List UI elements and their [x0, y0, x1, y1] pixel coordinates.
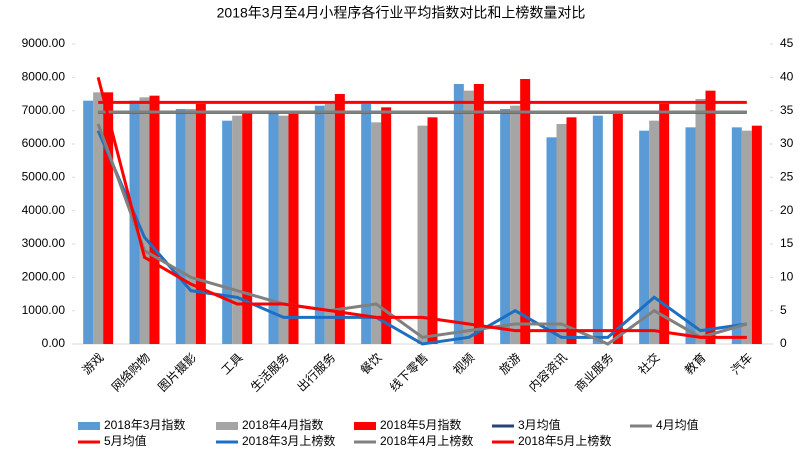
y2-tick-label: 45 [780, 36, 794, 50]
bar [371, 122, 382, 344]
y-tick-label: 3000.00 [22, 236, 66, 250]
bar [473, 84, 484, 344]
line [96, 76, 747, 339]
bar [278, 115, 289, 345]
bar [751, 125, 762, 345]
y2-tick-label: 20 [780, 203, 794, 217]
bar [175, 109, 186, 344]
bar [659, 104, 670, 344]
legend-label: 2018年3月上榜数 [242, 433, 335, 448]
bar [381, 107, 392, 344]
legend-swatch [354, 422, 376, 430]
legend-swatch [216, 422, 238, 430]
y-tick-label: 2000.00 [22, 270, 66, 284]
bar [268, 112, 279, 344]
legend-label: 2018年5月上榜数 [518, 433, 611, 448]
bar [741, 130, 752, 344]
y-tick-label: 4000.00 [22, 203, 66, 217]
bar [731, 127, 742, 344]
bar [592, 115, 603, 345]
y2-tick-label: 0 [780, 336, 787, 350]
bar [463, 90, 474, 345]
bar [361, 104, 372, 344]
bar [242, 110, 253, 345]
bar [83, 100, 94, 345]
bar [510, 105, 521, 345]
y2-tick-label: 40 [780, 70, 794, 84]
y2-tick-label: 30 [780, 136, 794, 150]
y-tick-label: 0.00 [42, 336, 66, 350]
legend-label: 2018年4月上榜数 [380, 433, 473, 448]
bar [93, 92, 104, 344]
line [96, 123, 748, 346]
y-tick-label: 6000.00 [22, 136, 66, 150]
y-tick-label: 8000.00 [22, 70, 66, 84]
bar [500, 109, 511, 344]
legend-label: 2018年4月指数 [242, 417, 323, 432]
legend-label: 5月均值 [104, 433, 147, 448]
bar [705, 90, 716, 345]
bar [427, 117, 438, 344]
y-tick-label: 7000.00 [22, 103, 66, 117]
y-tick-label: 9000.00 [22, 36, 66, 50]
bar [639, 130, 650, 344]
y-tick-label: 5000.00 [22, 170, 66, 184]
bar [520, 79, 531, 344]
bar [222, 120, 233, 345]
bar [103, 92, 114, 344]
y2-tick-label: 15 [780, 236, 794, 250]
y-tick-label: 1000.00 [22, 303, 66, 317]
legend-label: 2018年5月指数 [380, 417, 461, 432]
bar [417, 125, 428, 345]
line [96, 130, 748, 346]
bar [314, 105, 325, 345]
bar [685, 127, 696, 344]
bar [546, 137, 557, 344]
y2-tick-label: 5 [780, 303, 787, 317]
chart-title: 2018年3月至4月小程序各行业平均指数对比和上榜数量对比 [217, 5, 586, 21]
bar [232, 115, 243, 345]
y2-tick-label: 25 [780, 170, 794, 184]
bar [649, 120, 660, 345]
bar [556, 124, 567, 344]
bar [149, 95, 160, 345]
bar [324, 104, 335, 344]
bar [185, 109, 196, 344]
y2-tick-label: 35 [780, 103, 794, 117]
bar [139, 97, 150, 344]
bar [195, 104, 206, 344]
bar [453, 84, 464, 344]
legend-label: 2018年3月指数 [104, 417, 185, 432]
y2-tick-label: 10 [780, 270, 794, 284]
bar [334, 94, 345, 344]
legend-label: 4月均值 [656, 417, 699, 432]
bar [288, 114, 299, 344]
legend-swatch [78, 422, 100, 430]
bar [566, 117, 577, 344]
bar [695, 99, 706, 344]
bar [612, 114, 623, 344]
legend-label: 3月均值 [518, 417, 561, 432]
